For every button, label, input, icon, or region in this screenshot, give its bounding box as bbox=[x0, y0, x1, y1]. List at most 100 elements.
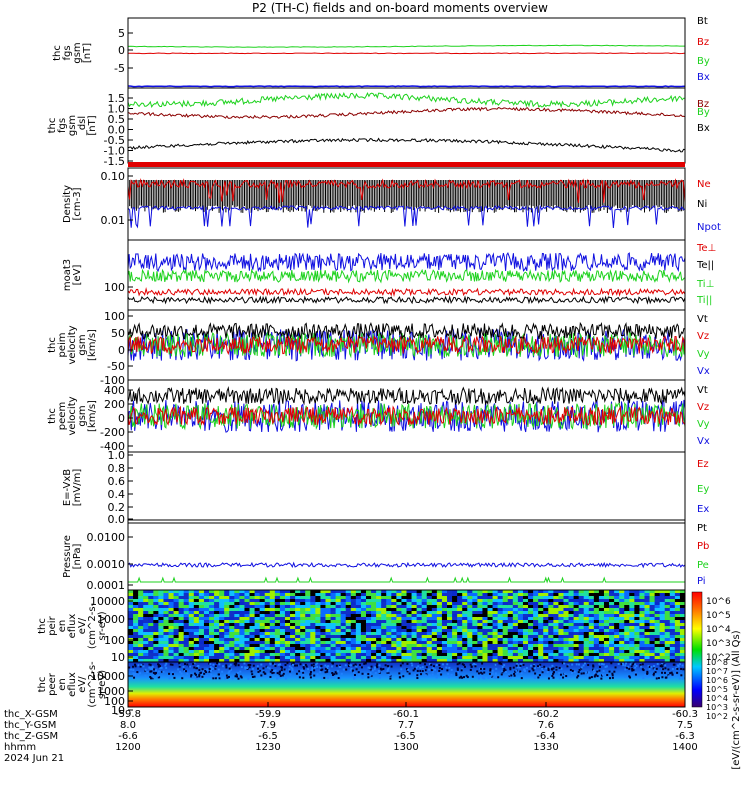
panel-peim-tick: 0 bbox=[118, 344, 125, 357]
series-Vz bbox=[128, 405, 685, 426]
panel-peir-ylabel: eflux bbox=[67, 614, 78, 639]
legend-density-0: Ne bbox=[697, 179, 711, 190]
series-Bx bbox=[128, 85, 685, 88]
panel-fgs-dsl-ylabel: gsm bbox=[67, 115, 78, 136]
colorbar-tick-top: 10^5 bbox=[706, 611, 731, 621]
panel-peer-tick: 1000 bbox=[97, 685, 125, 698]
panel-peir-ylabel: eV/ bbox=[77, 617, 88, 634]
panel-density-plot bbox=[128, 178, 685, 229]
panel-peer-ylabel: en bbox=[57, 678, 68, 691]
legend-efield-0: Ez bbox=[697, 459, 709, 470]
legend-fgs-dsl-0: Bz bbox=[697, 99, 709, 110]
series-Vy bbox=[128, 401, 685, 431]
panel-efield-ylabel: [mV/m] bbox=[72, 469, 83, 507]
xaxis-tick-value: -6.4 bbox=[536, 731, 556, 742]
panel-peim: 100 50 0 -50-100 thc peim velocity gsm [km/s] Vt V… bbox=[47, 309, 710, 387]
series-Ti bbox=[128, 268, 685, 284]
panel-pressure-ylabel: Pressure bbox=[62, 535, 73, 578]
panel-temp-plot bbox=[128, 251, 685, 305]
panel-fgs-dsl-frame bbox=[127, 87, 686, 164]
xaxis-tick-value: -6.5 bbox=[396, 731, 416, 742]
panel-peem-ylabel: peem bbox=[57, 402, 68, 430]
panel-peim-ylabel: thc bbox=[47, 337, 58, 353]
legend-peim-3: Vx bbox=[697, 366, 710, 377]
panel-efield-frame bbox=[127, 451, 686, 524]
legend-efield-2: Ex bbox=[697, 504, 709, 515]
panel-fgs-dsl-tick: 0.0 bbox=[108, 124, 126, 137]
panel-density: 0.10 0.01 Density [cm-3] Ne Ni Npot bbox=[62, 162, 721, 241]
legend-density-2: Npot bbox=[697, 222, 721, 233]
panel-pressure-tick: 0.0010 bbox=[87, 558, 126, 571]
colorbar-tick-bottom: 10^6 bbox=[706, 676, 728, 685]
legend-fgs-0: Bt bbox=[697, 16, 708, 27]
panel-efield-tick: 1.0 bbox=[108, 449, 126, 462]
xaxis-tick-value: 1300 bbox=[393, 742, 418, 753]
panel-peem-plot bbox=[128, 386, 685, 433]
series-By bbox=[128, 92, 685, 109]
legend-peem-0: Vt bbox=[697, 385, 708, 396]
panel-peem-ylabel: gsm bbox=[77, 405, 88, 426]
legend-peem-3: Vx bbox=[697, 436, 710, 447]
panel-fgs-dsl-tick: 1.0 bbox=[108, 103, 126, 116]
panel-peer-tick: 100 bbox=[104, 695, 125, 708]
panel-peir: 10000 1000 100 10 thc peir en eflux eV/(cm^2-s-s… bbox=[37, 589, 686, 664]
series-Ti-par bbox=[128, 295, 685, 305]
panel-peir-tick: 1000 bbox=[97, 613, 125, 626]
series-Bz bbox=[128, 106, 685, 119]
panel-fgs-dsl-ylabel: _dsl bbox=[77, 116, 88, 136]
series-Bz bbox=[128, 52, 685, 55]
panel-peem-ylabel: velocity bbox=[67, 396, 78, 435]
panel-peir-ylabel: sr-eV) bbox=[97, 611, 108, 640]
panel-peim-tick: 50 bbox=[111, 327, 125, 340]
xaxis-tick-value: 7.9 bbox=[260, 720, 276, 731]
colorbar-tick-top: 10^6 bbox=[706, 597, 731, 607]
panel-peer-tick: 10000 bbox=[90, 670, 125, 683]
colorbar-tick-bottom: 10^5 bbox=[706, 685, 728, 694]
colorbar-tick-bottom: 10^7 bbox=[706, 667, 728, 676]
panel-efield-ylabel: E=-VxB bbox=[62, 469, 73, 506]
legend-pressure-2: Pe bbox=[697, 560, 709, 571]
series-Vt bbox=[128, 386, 685, 406]
panel-peim-ylabel: gsm bbox=[77, 334, 88, 355]
panel-fgs-dsl-plot bbox=[128, 92, 685, 153]
series-Ni bbox=[128, 180, 684, 213]
panel-density-tick: 0.10 bbox=[101, 170, 126, 183]
density-top-band bbox=[128, 162, 685, 167]
panel-peir-ylabel: (cm^2-s- bbox=[87, 602, 98, 649]
panel-efield: 1.00.80.60.40.20.0 E=-VxB [mV/m] Ez Ey Ex bbox=[62, 449, 709, 526]
xaxis-tick-value: 8.0 bbox=[120, 720, 136, 731]
xaxis-tick-value: -60.3 bbox=[672, 709, 698, 720]
xaxis-tick-value: 1200 bbox=[115, 742, 140, 753]
colorbar-tick-bottom: 10^3 bbox=[706, 703, 728, 712]
panel-density-ylabel: [cm-3] bbox=[72, 187, 83, 220]
colorbar-tick-top: 10^2 bbox=[706, 653, 731, 663]
panel-fgs-tick: -5 bbox=[114, 62, 125, 75]
panel-fgs-tick: 0 bbox=[118, 44, 125, 57]
panel-fgs-dsl-ylabel: thc bbox=[47, 118, 58, 134]
xaxis-tick-value: 7.7 bbox=[398, 720, 414, 731]
panel-peer-ylabel: thc bbox=[37, 677, 48, 693]
legend-fgs-dsl-2: Bx bbox=[697, 123, 710, 134]
panel-peim-ylabel: [km/s] bbox=[87, 329, 98, 361]
panel-temp-ylabel: [eV] bbox=[72, 265, 83, 286]
colorbar-tick-bottom: 10^4 bbox=[706, 694, 728, 703]
xaxis-row-label: 2024 Jun 21 bbox=[4, 753, 64, 764]
legend-fgs-1: Bz bbox=[697, 37, 709, 48]
panel-pressure-tick: 0.0100 bbox=[87, 531, 126, 544]
xaxis-row-label: thc_Y-GSM bbox=[4, 720, 56, 731]
panel-efield-tick: 0.2 bbox=[108, 501, 126, 514]
xaxis-tick-value: 7.6 bbox=[538, 720, 554, 731]
colorbar bbox=[691, 591, 703, 708]
panel-fgs-dsl-tick: 0.5 bbox=[108, 113, 126, 126]
panel-efield-tick: 0.6 bbox=[108, 475, 126, 488]
colorbar-tick-top: 10^4 bbox=[706, 625, 731, 635]
panel-peem-tick: 0 bbox=[118, 412, 125, 425]
panel-peem-ylabel: [km/s] bbox=[87, 400, 98, 432]
legend-peim-2: Vy bbox=[697, 349, 710, 360]
colorbar-label: [eV/(cm^2-s-sr-eV)] (All Qs) bbox=[731, 630, 742, 769]
legend-temp-2: Ti⊥ bbox=[696, 279, 714, 290]
xaxis-tick-value: -60.1 bbox=[393, 709, 419, 720]
colorbar-tick-bottom: 10^2 bbox=[706, 712, 728, 721]
